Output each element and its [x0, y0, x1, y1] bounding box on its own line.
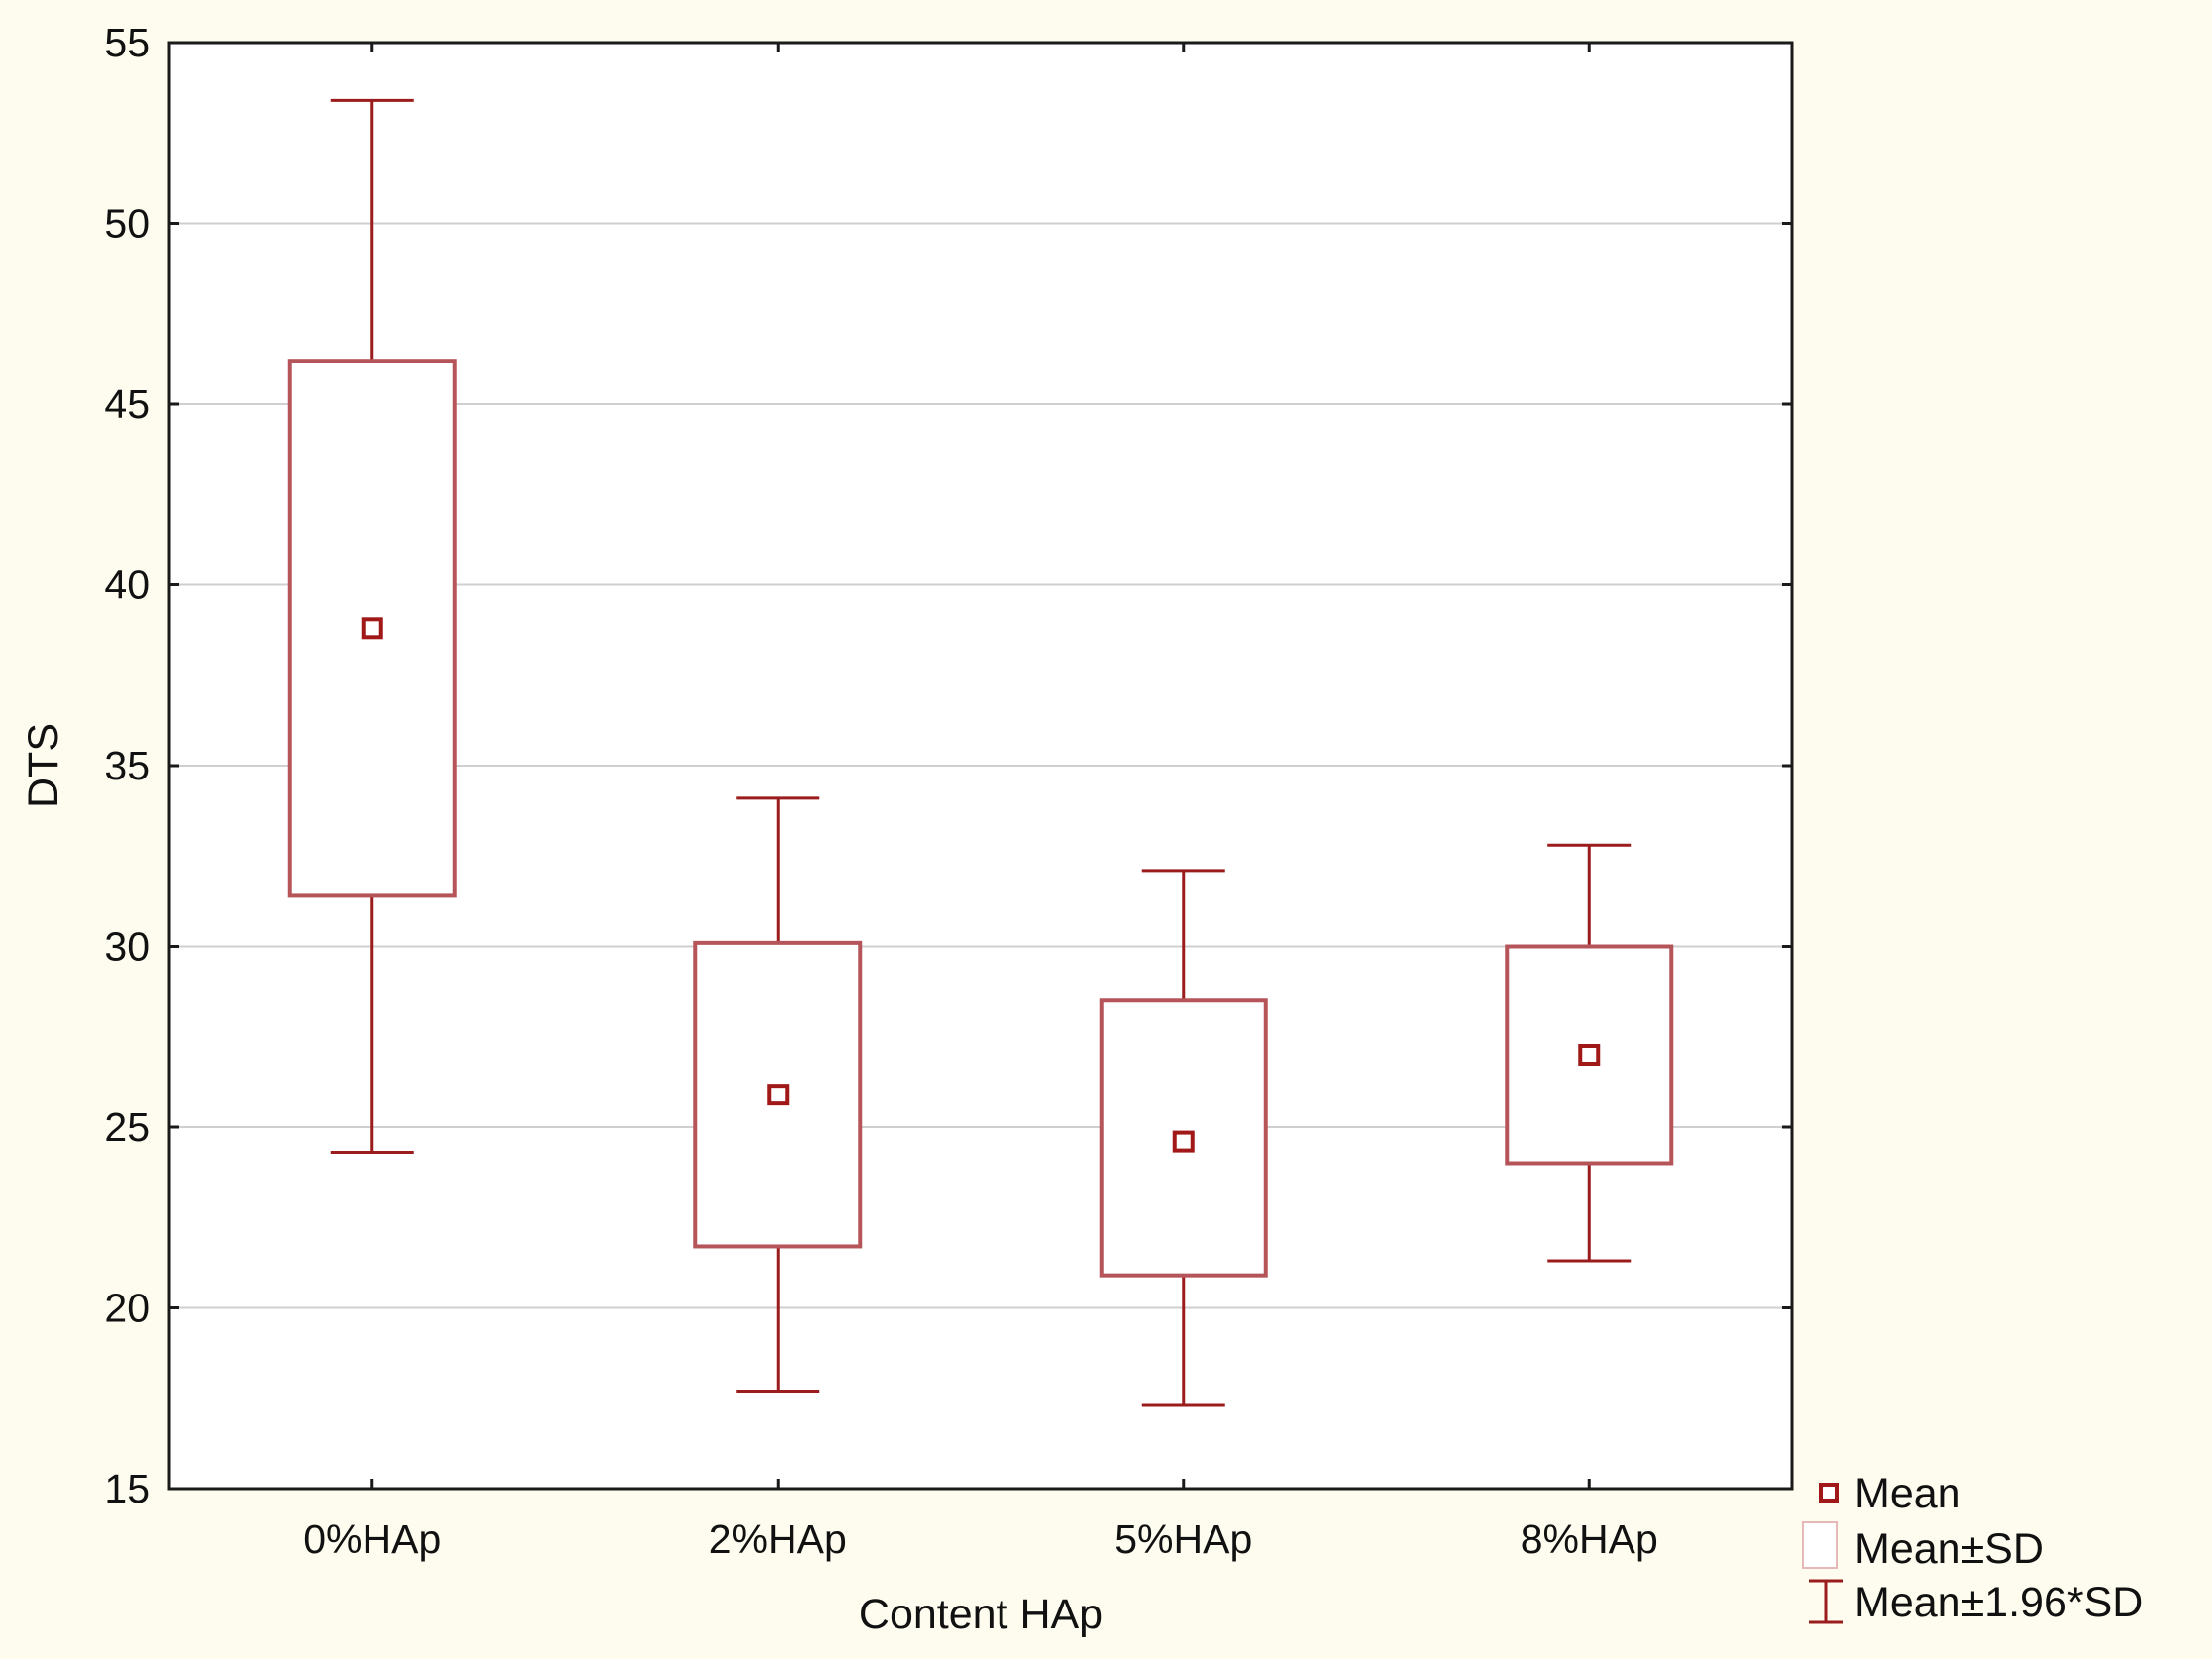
legend-sd-label: Mean±SD: [1854, 1525, 2044, 1573]
mean-marker: [1578, 1044, 1601, 1066]
boxes: [287, 98, 1674, 1407]
mean-marker: [1172, 1130, 1195, 1153]
x-tick-label: 2%HAp: [709, 1516, 847, 1562]
y-tick-label: 15: [104, 1466, 150, 1511]
legend-mean-label: Mean: [1854, 1470, 1961, 1517]
legend-mean-symbol: [1819, 1483, 1839, 1503]
box-group-5%HAp: [1099, 869, 1268, 1407]
legend: Mean Mean±SD Mean±1.96*SD: [1802, 1470, 2143, 1626]
y-tick-label: 25: [104, 1104, 150, 1150]
x-tick-label: 0%HAp: [303, 1516, 441, 1562]
axis-ticks: 15 20 25 30 35 40 45 50 55 0%HAp 2%HAp 5%HAp 8%HAp: [104, 20, 1792, 1562]
y-tick-label: 35: [104, 743, 150, 788]
box-group-0%HAp: [287, 98, 457, 1155]
legend-sd-symbol: [1802, 1521, 1838, 1569]
x-tick-label: 8%HAp: [1521, 1516, 1658, 1562]
y-tick-label: 40: [104, 563, 150, 608]
y-tick-label: 20: [104, 1286, 150, 1331]
y-axis-title: DTS: [20, 723, 67, 808]
y-tick-label: 55: [104, 20, 150, 65]
y-tick-label: 30: [104, 924, 150, 970]
y-tick-label: 45: [104, 381, 150, 427]
box-group-2%HAp: [693, 796, 863, 1393]
x-tick-label: 5%HAp: [1114, 1516, 1252, 1562]
x-axis-title: Content HAp: [859, 1591, 1103, 1638]
box-group-8%HAp: [1505, 843, 1674, 1263]
y-tick-label: 50: [104, 201, 150, 247]
mean-marker: [361, 617, 383, 640]
mean-marker: [767, 1084, 790, 1106]
legend-ci-label: Mean±1.96*SD: [1854, 1579, 2143, 1626]
